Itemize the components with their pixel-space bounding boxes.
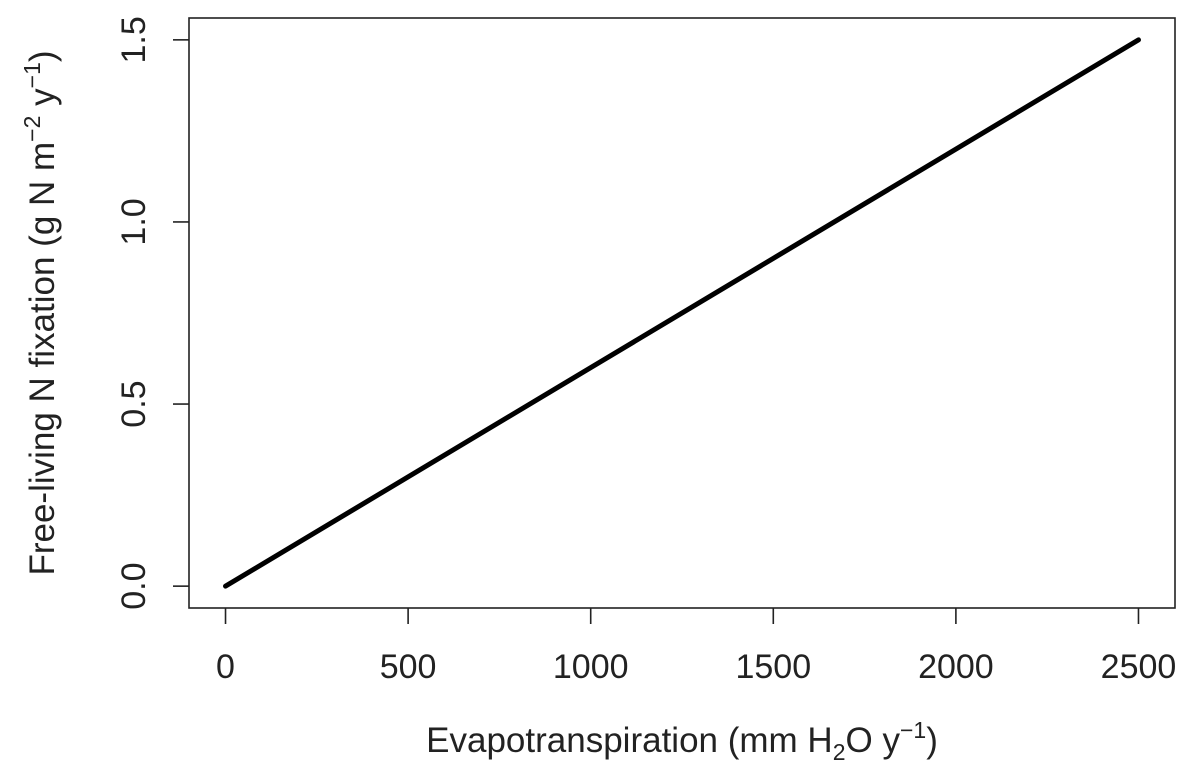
x-tick-label: 0 bbox=[216, 648, 235, 686]
y-axis: 0.0 0.5 1.0 1.5 bbox=[115, 16, 189, 610]
axis-title-part: −1 bbox=[19, 62, 45, 88]
plot-area bbox=[223, 37, 1141, 589]
axis-title-part: O y bbox=[846, 721, 901, 760]
y-tick-label: 1.5 bbox=[115, 16, 153, 63]
y-tick-label: 0.5 bbox=[115, 380, 153, 427]
axis-title-part: ) bbox=[23, 50, 62, 62]
axis-title-part: Evapotranspiration (mm H bbox=[426, 721, 833, 760]
axis-title-part: y bbox=[23, 88, 62, 116]
y-axis-title: Free-living N fixation (g N m−2 y−1) bbox=[19, 50, 62, 575]
series-line bbox=[223, 37, 1141, 589]
x-tick-label: 500 bbox=[380, 648, 437, 686]
y-tick-label: 1.0 bbox=[115, 198, 153, 245]
x-axis-title: Evapotranspiration (mm H2O y−1) bbox=[426, 717, 938, 765]
x-tick-label: 2000 bbox=[918, 648, 994, 686]
axis-title-part: −2 bbox=[19, 116, 45, 142]
plot-frame bbox=[188, 17, 1176, 609]
axis-title-part: Free-living N fixation (g N m bbox=[23, 142, 62, 576]
x-tick-label: 2500 bbox=[1101, 648, 1177, 686]
axis-title-part: ) bbox=[926, 721, 938, 760]
x-tick-label: 1500 bbox=[735, 648, 811, 686]
axis-title-part: 2 bbox=[833, 739, 846, 765]
axis-title-part: −1 bbox=[900, 717, 926, 743]
y-tick-label: 0.0 bbox=[115, 563, 153, 610]
x-tick-label: 1000 bbox=[553, 648, 629, 686]
x-axis: 0 500 1000 1500 2000 2500 bbox=[216, 608, 1176, 686]
